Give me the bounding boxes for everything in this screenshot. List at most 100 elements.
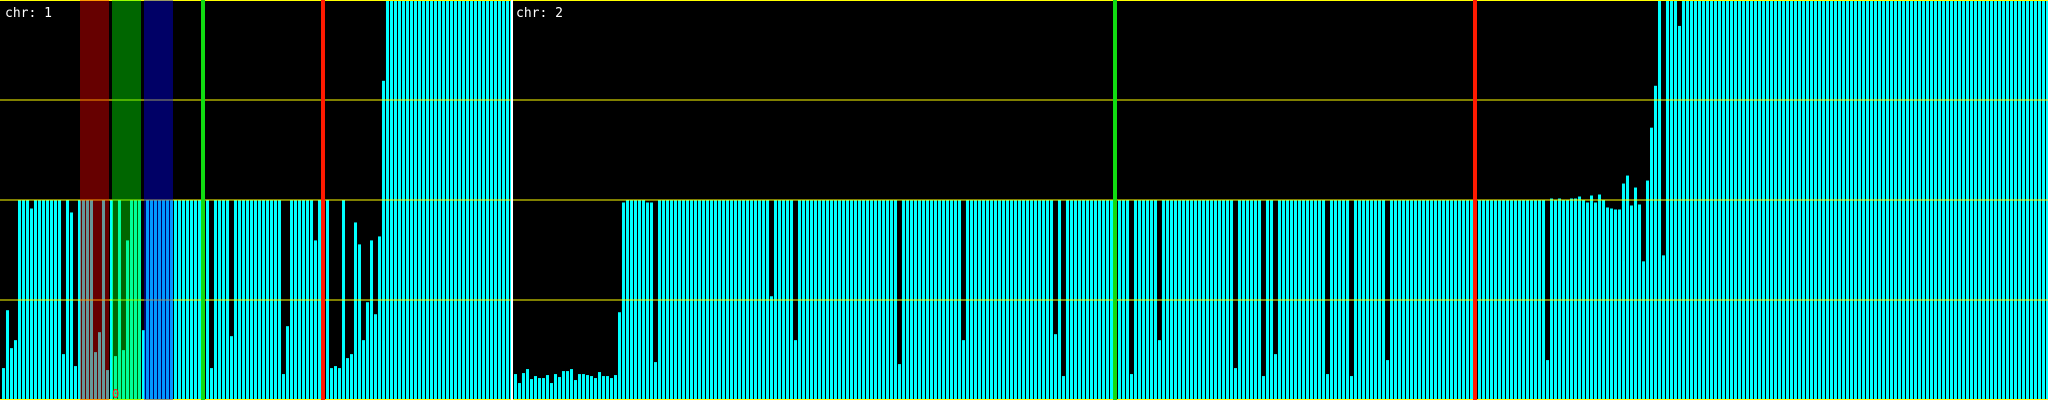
chr1-bar-35 (142, 330, 145, 400)
chr2-bar-2 (522, 373, 525, 400)
chr2-bar-278 (1626, 175, 1629, 400)
chr2-bar-265 (1574, 198, 1577, 400)
chr2-bar-19 (590, 376, 593, 400)
marker-line-green-chr1[interactable] (201, 0, 205, 400)
chr1-bar-1 (6, 310, 9, 400)
chr2-bar-203 (1326, 374, 1329, 400)
chr1-bar-28 (114, 356, 117, 400)
chr2-bar-270 (1594, 202, 1597, 400)
chr2-bar-20 (594, 378, 597, 400)
marker-line-red-chr2[interactable] (1473, 0, 1477, 400)
chr2-bar-5 (534, 376, 537, 400)
chr2-bar-3 (526, 369, 529, 400)
chr1-bar-88 (354, 222, 357, 400)
chr1-bar-94 (378, 236, 381, 400)
chr2-bar-190 (1274, 354, 1277, 400)
chr2-bar-33 (646, 202, 649, 400)
chr1-bar-52 (210, 368, 213, 400)
chr1-bar-17 (70, 212, 73, 400)
chr2-bar-275 (1614, 209, 1617, 400)
chr1-bar-15 (62, 354, 65, 400)
chr2-bar-154 (1130, 374, 1133, 400)
chr1-bar-2 (10, 348, 13, 400)
chr2-bar-187 (1262, 376, 1265, 400)
marker-line-red-chr1[interactable] (321, 0, 325, 400)
chr1-bar-30 (122, 350, 125, 400)
chr2-bar-276 (1618, 209, 1621, 400)
chr2-bar-266 (1578, 196, 1581, 400)
chr1-bar-71 (286, 326, 289, 400)
chr1-bar-90 (362, 340, 365, 400)
chr2-bar-34 (650, 202, 653, 400)
chr1-bar-26 (106, 370, 109, 400)
chr2-bar-70 (794, 340, 797, 400)
chr1-bar-87 (350, 354, 353, 400)
chromosome-separator (511, 0, 513, 400)
chr2-bar-24 (610, 378, 613, 400)
chr1-bar-83 (334, 366, 337, 400)
marker-line-green-chr2[interactable] (1113, 0, 1117, 400)
chr2-bar-11 (558, 377, 561, 400)
chr1-bar-82 (330, 368, 333, 400)
chr2-bar-135 (1054, 334, 1057, 400)
chr2-bar-283 (1646, 180, 1649, 400)
chr2-bar-284 (1650, 127, 1653, 400)
chr2-bar-27 (622, 202, 625, 400)
chr2-bar-6 (538, 378, 541, 400)
chr2-bar-281 (1638, 204, 1641, 400)
chr1-bar-57 (230, 336, 233, 400)
chr2-bar-64 (770, 296, 773, 400)
chr2-bar-0 (514, 374, 517, 400)
chr2-bar-1 (518, 383, 521, 400)
chr1-bar-89 (358, 244, 361, 400)
gridline-4 (0, 0, 2048, 1)
gridline-3 (0, 99, 2048, 101)
gridline-1 (0, 299, 2048, 301)
chr2-bar-271 (1598, 194, 1601, 400)
chr2-bar-23 (606, 376, 609, 400)
chr2-bar-18 (586, 375, 589, 400)
chr2-bar-269 (1590, 195, 1593, 400)
chr2-bar-9 (550, 383, 553, 400)
chr2-bar-4 (530, 379, 533, 400)
region-blue-highlight[interactable] (144, 0, 173, 400)
chr2-bar-261 (1558, 198, 1561, 400)
zero-marker-text: 0 (112, 387, 119, 400)
chr2-bar-22 (602, 376, 605, 400)
chr1-bar-7 (30, 208, 33, 400)
chr1-bar-84 (338, 368, 341, 400)
chr2-bar-14 (570, 369, 573, 400)
region-red-highlight[interactable] (80, 0, 109, 400)
chr2-bar-17 (582, 374, 585, 400)
chr1-bar-95 (382, 80, 385, 400)
chr1-bar-3 (14, 340, 17, 400)
chr2-bar-161 (1158, 340, 1161, 400)
chr2-bar-280 (1634, 187, 1637, 400)
chr2-bar-259 (1550, 198, 1553, 400)
chr1-bar-24 (98, 332, 101, 400)
chr2-bar-282 (1642, 261, 1645, 400)
chr1-bar-92 (370, 240, 373, 400)
chr1-label: chr: 1 (5, 6, 52, 21)
chr2-bar-96 (898, 364, 901, 400)
region-green-highlight[interactable] (112, 0, 141, 400)
chr2-bar-287 (1662, 255, 1665, 400)
chr2-bar-25 (614, 375, 617, 400)
chr2-bar-279 (1630, 205, 1633, 400)
chr2-bar-112 (962, 340, 965, 400)
chr2-bar-258 (1546, 360, 1549, 400)
chr2-bar-285 (1654, 85, 1657, 400)
chr2-bar-10 (554, 374, 557, 400)
chr1-bar-18 (74, 366, 77, 400)
chr2-bar-274 (1610, 208, 1613, 400)
chr2-bar-7 (542, 378, 545, 400)
chr2-bar-13 (566, 371, 569, 400)
chr2-bar-137 (1062, 376, 1065, 400)
chr2-bar-35 (654, 362, 657, 400)
chr2-bar-15 (574, 380, 577, 400)
chr1-bar-23 (94, 352, 97, 400)
chr2-bar-26 (618, 312, 621, 400)
chr2-bar-8 (546, 375, 549, 400)
chr2-bar-12 (562, 371, 565, 400)
